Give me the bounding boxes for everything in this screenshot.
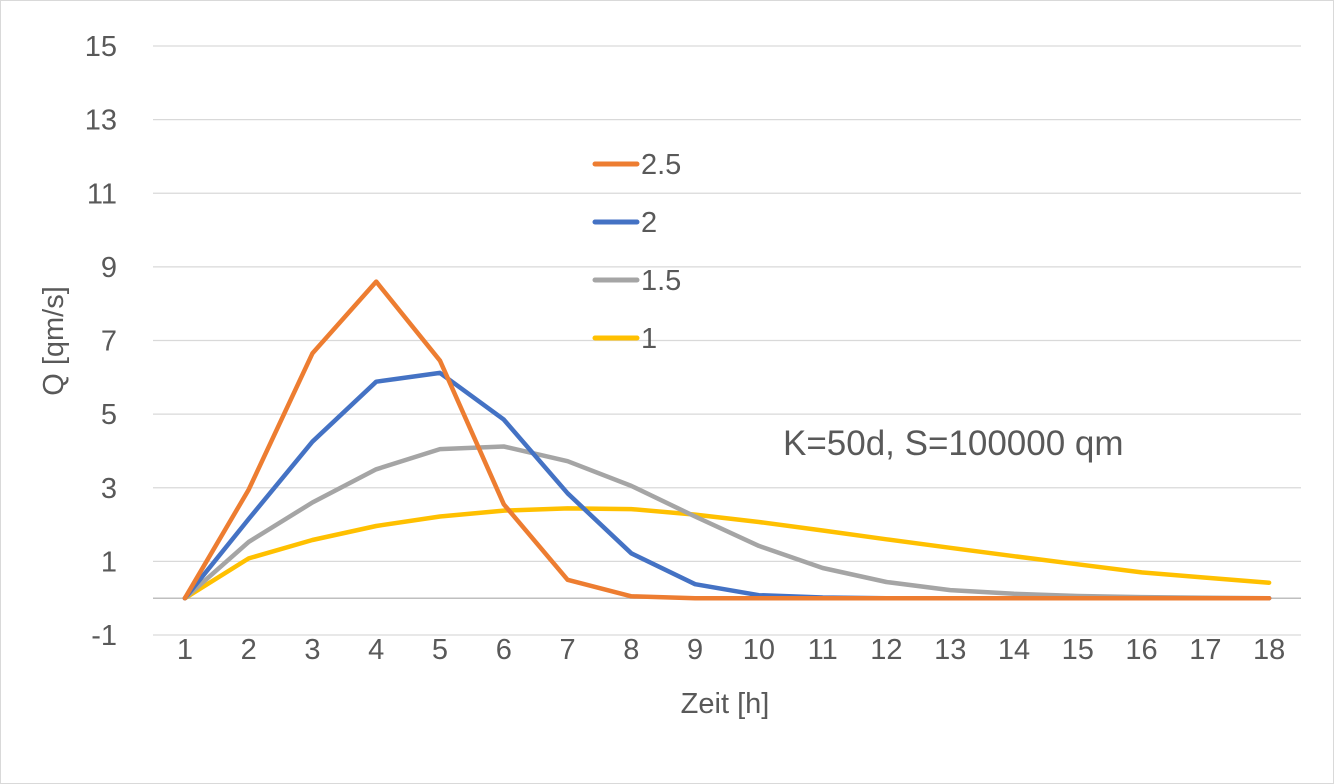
y-axis-title: Q [qm/s]	[38, 286, 70, 396]
x-tick-label: 8	[623, 634, 639, 666]
x-tick-label: 15	[1062, 634, 1094, 666]
legend-label: 1	[641, 323, 657, 355]
x-tick-label: 6	[496, 634, 512, 666]
x-tick-label: 14	[998, 634, 1030, 666]
legend-label: 2	[641, 207, 657, 239]
x-tick-label: 9	[687, 634, 703, 666]
legend: 2.5 2 1.5 1	[592, 149, 681, 355]
y-tick-label: 3	[101, 473, 117, 505]
legend-label: 1.5	[641, 265, 681, 297]
chart-annotation: K=50d, S=100000 qm	[783, 424, 1124, 463]
x-tick-label: 4	[368, 634, 384, 666]
series-lines	[182, 279, 1272, 601]
x-tick-label: 7	[559, 634, 575, 666]
series-line-1.5	[182, 444, 1272, 601]
x-tick-label: 10	[743, 634, 775, 666]
x-axis-ticks: 1 2 3 4 5 6 7 8 9 10 11 12 13 14 15 16 17 18	[177, 634, 1285, 666]
y-tick-label: 5	[101, 399, 117, 431]
x-tick-label: 5	[432, 634, 448, 666]
x-tick-label: 11	[808, 634, 838, 666]
x-tick-label: 1	[177, 634, 193, 666]
x-tick-label: 16	[1125, 634, 1157, 666]
y-tick-label: 13	[85, 105, 117, 137]
x-tick-label: 18	[1253, 634, 1285, 666]
y-tick-label: 1	[101, 546, 117, 578]
x-tick-label: 12	[870, 634, 902, 666]
x-tick-label: 2	[241, 634, 257, 666]
y-tick-label: 9	[101, 252, 117, 284]
x-tick-label: 17	[1189, 634, 1221, 666]
x-tick-label: 13	[934, 634, 966, 666]
y-tick-label: 15	[85, 31, 117, 63]
y-tick-label: -1	[91, 620, 117, 652]
y-tick-label: 11	[87, 178, 117, 210]
x-axis-title: Zeit [h]	[681, 688, 770, 720]
y-tick-label: 7	[101, 326, 117, 358]
series-line-2.5	[182, 279, 1272, 601]
x-tick-label: 3	[304, 634, 320, 666]
legend-label: 2.5	[641, 149, 681, 181]
series-line-1	[182, 506, 1272, 601]
